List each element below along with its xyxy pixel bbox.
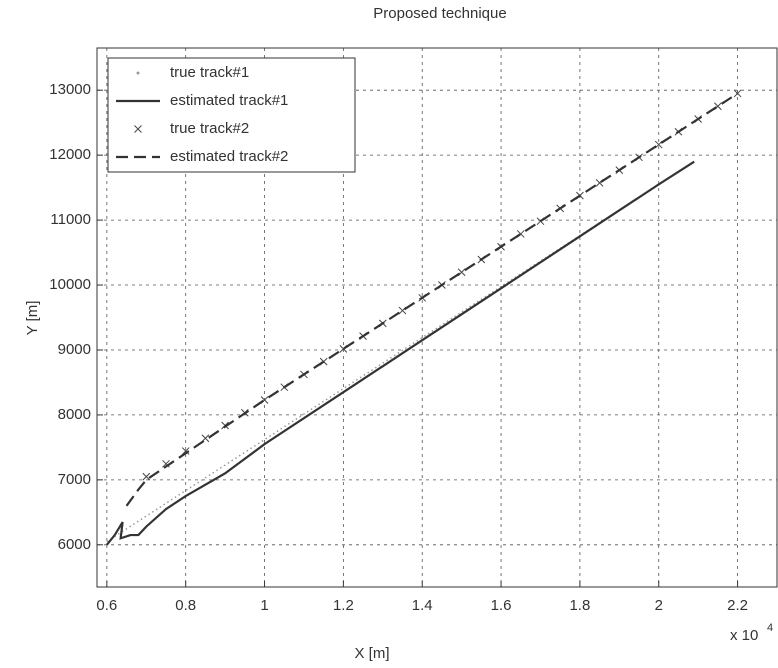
x-tick-label: 1.8 — [569, 597, 590, 614]
legend-label: true track#1 — [170, 64, 249, 81]
legend-marker — [134, 125, 142, 133]
y-tick-label: 8000 — [58, 406, 91, 423]
data-line — [125, 92, 739, 507]
x-tick-label: 1.4 — [412, 597, 433, 614]
y-tick-label: 13000 — [49, 81, 91, 98]
legend-label: estimated track#2 — [170, 148, 288, 165]
x-tick-label: 1.2 — [333, 597, 354, 614]
x-multiplier-exponent: 4 — [767, 622, 773, 634]
x-axis-label: X [m] — [354, 645, 389, 662]
data-marker — [181, 447, 190, 455]
y-tick-label: 9000 — [58, 341, 91, 358]
y-tick-label: 7000 — [58, 471, 91, 488]
x-tick-label: 0.8 — [175, 597, 196, 614]
x-tick-label: 1 — [260, 597, 268, 614]
legend-label: true track#2 — [170, 120, 249, 137]
y-tick-label: 6000 — [58, 536, 91, 553]
plot-frame — [96, 47, 778, 588]
y-tick-label: 12000 — [49, 146, 91, 163]
legend-marker — [136, 71, 140, 75]
y-axis-label: Y [m] — [24, 301, 41, 336]
x-tick-label: 2 — [655, 597, 663, 614]
data-line — [106, 160, 695, 546]
legend-box — [107, 57, 356, 173]
x-tick-label: 0.6 — [96, 597, 117, 614]
legend-label: estimated track#1 — [170, 92, 288, 109]
data-marker — [733, 89, 742, 98]
y-tick-label: 10000 — [49, 276, 91, 293]
chart-title: Proposed technique — [373, 5, 506, 22]
data-marker — [142, 472, 151, 481]
x-tick-label: 2.2 — [727, 597, 748, 614]
x-tick-label: 1.6 — [491, 597, 512, 614]
y-tick-label: 11000 — [50, 211, 91, 228]
x-multiplier: x 10 — [730, 627, 758, 644]
